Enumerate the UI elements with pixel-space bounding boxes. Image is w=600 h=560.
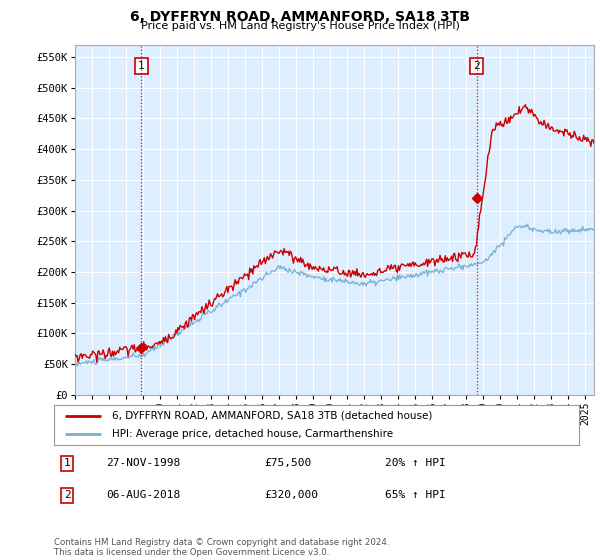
Text: 20% ↑ HPI: 20% ↑ HPI — [385, 459, 445, 468]
Text: 6, DYFFRYN ROAD, AMMANFORD, SA18 3TB: 6, DYFFRYN ROAD, AMMANFORD, SA18 3TB — [130, 10, 470, 24]
Text: 2: 2 — [64, 491, 71, 500]
Text: 65% ↑ HPI: 65% ↑ HPI — [385, 491, 445, 500]
Text: £320,000: £320,000 — [264, 491, 318, 500]
Text: Price paid vs. HM Land Registry's House Price Index (HPI): Price paid vs. HM Land Registry's House … — [140, 21, 460, 31]
Text: 6, DYFFRYN ROAD, AMMANFORD, SA18 3TB (detached house): 6, DYFFRYN ROAD, AMMANFORD, SA18 3TB (de… — [112, 411, 432, 421]
Text: Contains HM Land Registry data © Crown copyright and database right 2024.
This d: Contains HM Land Registry data © Crown c… — [54, 538, 389, 557]
Text: £75,500: £75,500 — [264, 459, 311, 468]
Text: HPI: Average price, detached house, Carmarthenshire: HPI: Average price, detached house, Carm… — [112, 430, 393, 439]
Text: 2: 2 — [473, 61, 480, 71]
Text: 06-AUG-2018: 06-AUG-2018 — [107, 491, 181, 500]
Text: 1: 1 — [64, 459, 71, 468]
Text: 1: 1 — [138, 61, 145, 71]
Text: 27-NOV-1998: 27-NOV-1998 — [107, 459, 181, 468]
